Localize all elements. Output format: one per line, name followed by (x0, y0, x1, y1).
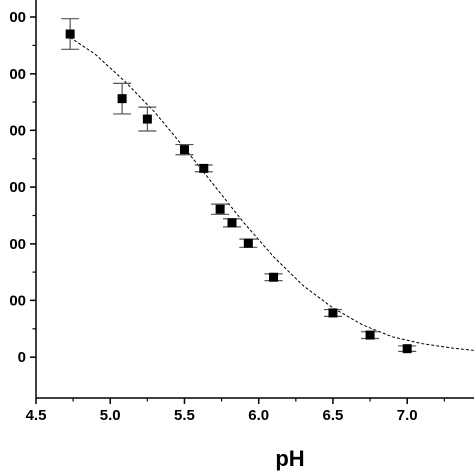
data-point (227, 218, 237, 228)
x-axis-title: pH (275, 446, 304, 471)
data-point (328, 308, 338, 318)
data-point (269, 272, 279, 282)
x-tick-label: 5.5 (174, 407, 195, 424)
data-point (179, 145, 189, 155)
data-point (65, 29, 75, 39)
x-tick-label: 4.5 (26, 407, 47, 424)
data-point (117, 94, 127, 104)
x-tick-label: 5.0 (100, 407, 121, 424)
x-tick-label: 6.0 (248, 407, 269, 424)
x-tick-label: 6.5 (323, 407, 344, 424)
data-point (215, 204, 225, 214)
data-point (199, 163, 209, 173)
data-point (365, 330, 375, 340)
x-tick-label: 7.0 (397, 407, 418, 424)
y-tick-label: 00 (9, 236, 26, 253)
y-tick-label: 00 (9, 179, 26, 196)
y-tick-label: 00 (9, 292, 26, 309)
y-tick-label: 00 (9, 66, 26, 83)
fit-curve (69, 36, 474, 351)
data-point (243, 238, 253, 248)
y-tick-label: 0 (18, 349, 26, 366)
data-point (142, 114, 152, 124)
y-tick-label: 00 (9, 122, 26, 139)
y-tick-label: 00 (9, 9, 26, 26)
data-point (402, 344, 412, 354)
